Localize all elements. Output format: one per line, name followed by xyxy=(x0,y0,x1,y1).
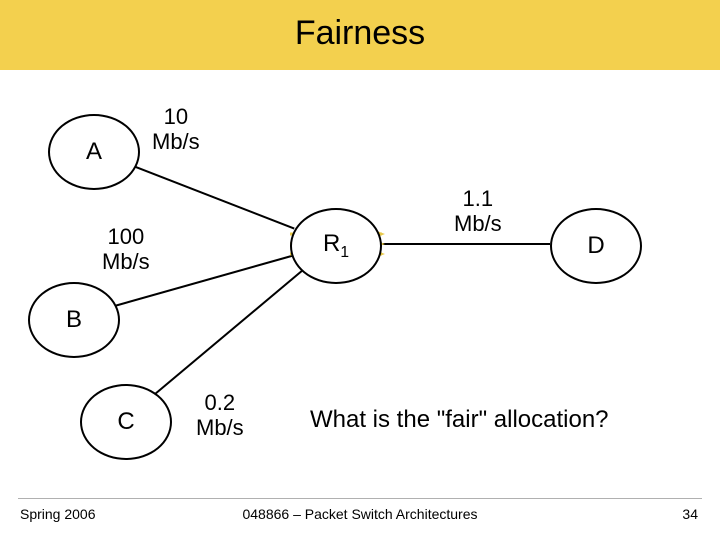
edge-label-r1-d: 1.1 Mb/s xyxy=(454,186,502,237)
node-d: D xyxy=(550,208,642,284)
page-title: Fairness xyxy=(0,14,720,53)
edge-label-c-r1: 0.2 Mb/s xyxy=(196,390,244,441)
edge-label-b-r1: 100 Mb/s xyxy=(102,224,150,275)
node-b-label: B xyxy=(66,306,82,334)
node-r1-label: R1 xyxy=(323,230,349,262)
node-d-label: D xyxy=(587,232,604,260)
footer-right: 34 xyxy=(682,506,698,522)
node-b: B xyxy=(28,282,120,358)
edge-label-a-r1: 10 Mb/s xyxy=(152,104,200,155)
node-c-label: C xyxy=(117,408,134,436)
footer-center: 048866 – Packet Switch Architectures xyxy=(0,506,720,522)
node-a: A xyxy=(48,114,140,190)
node-r1: R1 xyxy=(290,208,382,284)
node-c: C xyxy=(80,384,172,460)
node-a-label: A xyxy=(86,138,102,166)
question-text: What is the "fair" allocation? xyxy=(310,406,609,434)
footer-rule xyxy=(18,498,702,499)
